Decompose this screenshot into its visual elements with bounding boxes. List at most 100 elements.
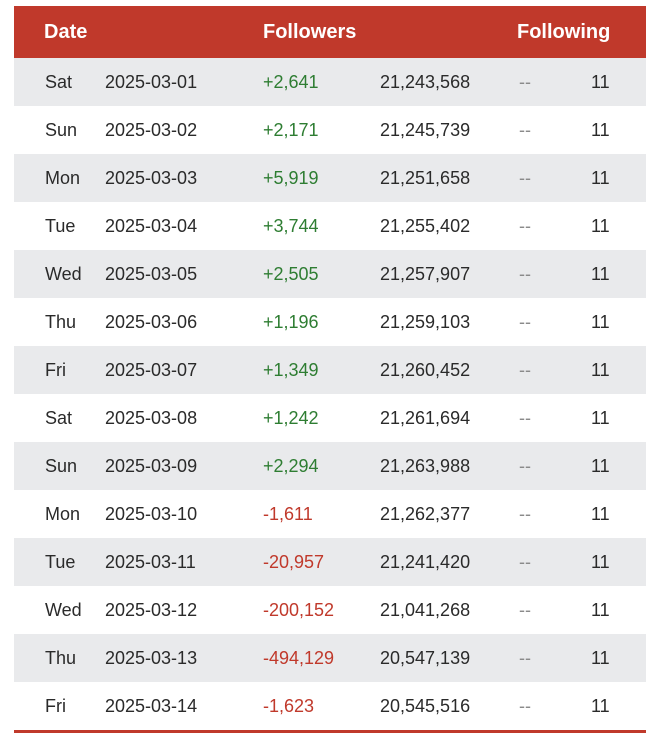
date-cell: 2025-03-03 [105, 168, 198, 188]
followers-total-cell: 21,243,568 [380, 72, 471, 92]
table-row: Fri 2025-03-07 +1,349 21,260,452 -- 11 [14, 346, 646, 394]
table-row: Sun 2025-03-02 +2,171 21,245,739 -- 11 [14, 106, 646, 154]
followers-change-cell: -1,611 [263, 504, 313, 524]
table-row: Wed 2025-03-12 -200,152 21,041,268 -- 11 [14, 586, 646, 634]
following-change-cell: -- [519, 168, 531, 188]
followers-change-cell: +2,505 [263, 264, 319, 284]
day-cell: Sun [45, 120, 78, 140]
following-total-cell: 11 [591, 120, 610, 140]
following-total-cell: 11 [591, 264, 610, 284]
following-total-cell: 11 [591, 360, 610, 380]
following-change-cell: -- [519, 216, 531, 236]
day-cell: Sat [45, 72, 73, 92]
day-cell: Wed [45, 600, 82, 620]
following-change-cell: -- [519, 120, 531, 140]
followers-total-cell: 21,041,268 [380, 600, 471, 620]
followers-change-cell: +3,744 [263, 216, 319, 236]
day-cell: Fri [45, 696, 66, 716]
table-row: Tue 2025-03-11 -20,957 21,241,420 -- 11 [14, 538, 646, 586]
day-cell: Fri [45, 360, 66, 380]
day-cell: Thu [45, 312, 77, 332]
followers-total-cell: 21,259,103 [380, 312, 471, 332]
date-cell: 2025-03-07 [105, 360, 198, 380]
followers-total-cell: 20,547,139 [380, 648, 471, 668]
table-row: Sat 2025-03-01 +2,641 21,243,568 -- 11 [14, 58, 646, 106]
table-row: Thu 2025-03-13 -494,129 20,547,139 -- 11 [14, 634, 646, 682]
following-change-cell: -- [519, 696, 531, 716]
day-cell: Mon [45, 504, 81, 524]
following-change-cell: -- [519, 264, 531, 284]
following-change-cell: -- [519, 456, 531, 476]
table-row: Mon 2025-03-03 +5,919 21,251,658 -- 11 [14, 154, 646, 202]
following-change-cell: -- [519, 360, 531, 380]
date-cell: 2025-03-02 [105, 120, 198, 140]
table-header: Date Followers Following [14, 6, 646, 58]
followers-total-cell: 21,262,377 [380, 504, 471, 524]
followers-total-cell: 21,255,402 [380, 216, 471, 236]
table-row: Thu 2025-03-06 +1,196 21,259,103 -- 11 [14, 298, 646, 346]
followers-change-cell: +1,196 [263, 312, 319, 332]
table-row: Tue 2025-03-04 +3,744 21,255,402 -- 11 [14, 202, 646, 250]
following-change-cell: -- [519, 600, 531, 620]
followers-total-cell: 21,245,739 [380, 120, 471, 140]
followers-stats-table: Date Followers Following Sat 2025-03-01 +2… [14, 6, 646, 733]
following-total-cell: 11 [591, 552, 610, 572]
followers-change-cell: +1,242 [263, 408, 319, 428]
followers-change-cell: -494,129 [263, 648, 335, 668]
followers-change-cell: +1,349 [263, 360, 319, 380]
date-cell: 2025-03-05 [105, 264, 198, 284]
following-total-cell: 11 [591, 696, 610, 716]
following-total-cell: 11 [591, 168, 610, 188]
day-cell: Sun [45, 456, 78, 476]
following-change-cell: -- [519, 648, 531, 668]
following-change-cell: -- [519, 408, 531, 428]
table-row: Sun 2025-03-09 +2,294 21,263,988 -- 11 [14, 442, 646, 490]
date-cell: 2025-03-12 [105, 600, 198, 620]
following-total-cell: 11 [591, 504, 610, 524]
following-total-cell: 11 [591, 648, 610, 668]
following-total-cell: 11 [591, 312, 610, 332]
followers-change-cell: +2,171 [263, 120, 319, 140]
date-cell: 2025-03-09 [105, 456, 198, 476]
following-total-cell: 11 [591, 600, 610, 620]
table-row: Wed 2025-03-05 +2,505 21,257,907 -- 11 [14, 250, 646, 298]
day-cell: Tue [45, 552, 76, 572]
date-cell: 2025-03-06 [105, 312, 198, 332]
table-row: Mon 2025-03-10 -1,611 21,262,377 -- 11 [14, 490, 646, 538]
header-followers: Followers [263, 21, 357, 43]
day-cell: Sat [45, 408, 73, 428]
followers-change-cell: -200,152 [263, 600, 335, 620]
followers-change-cell: +2,641 [263, 72, 319, 92]
date-cell: 2025-03-14 [105, 696, 198, 716]
following-total-cell: 11 [591, 456, 610, 476]
following-change-cell: -- [519, 312, 531, 332]
following-change-cell: -- [519, 552, 531, 572]
followers-total-cell: 20,545,516 [380, 696, 471, 716]
followers-change-cell: -1,623 [263, 696, 315, 716]
followers-total-cell: 21,241,420 [380, 552, 471, 572]
followers-change-cell: -20,957 [263, 552, 325, 572]
day-cell: Wed [45, 264, 82, 284]
day-cell: Mon [45, 168, 81, 188]
followers-total-cell: 21,260,452 [380, 360, 471, 380]
header-date: Date [44, 21, 88, 43]
table-body: Sat 2025-03-01 +2,641 21,243,568 -- 11 Sun 2025… [14, 58, 646, 730]
following-total-cell: 11 [591, 408, 610, 428]
followers-total-cell: 21,263,988 [380, 456, 471, 476]
followers-total-cell: 21,251,658 [380, 168, 471, 188]
table-row: Sat 2025-03-08 +1,242 21,261,694 -- 11 [14, 394, 646, 442]
following-total-cell: 11 [591, 72, 610, 92]
table-row: Fri 2025-03-14 -1,623 20,545,516 -- 11 [14, 682, 646, 730]
header-following: Following [517, 21, 611, 43]
date-cell: 2025-03-01 [105, 72, 198, 92]
followers-total-cell: 21,257,907 [380, 264, 471, 284]
date-cell: 2025-03-04 [105, 216, 198, 236]
date-cell: 2025-03-08 [105, 408, 198, 428]
following-total-cell: 11 [591, 216, 610, 236]
date-cell: 2025-03-13 [105, 648, 198, 668]
followers-change-cell: +2,294 [263, 456, 319, 476]
day-cell: Thu [45, 648, 77, 668]
following-change-cell: -- [519, 504, 531, 524]
followers-total-cell: 21,261,694 [380, 408, 471, 428]
date-cell: 2025-03-11 [105, 552, 196, 572]
